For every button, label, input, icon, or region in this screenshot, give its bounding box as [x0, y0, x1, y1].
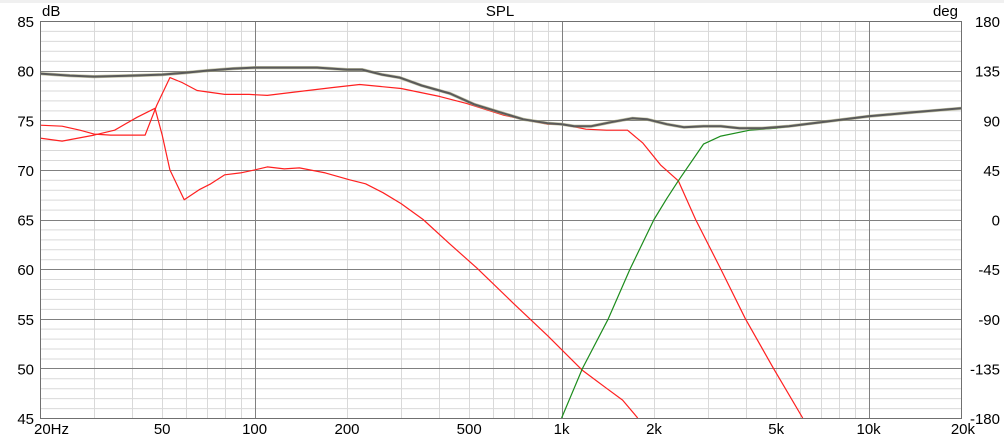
series-woofer-line [40, 77, 804, 418]
x-tick-label: 5k [768, 421, 784, 436]
top-border [0, 0, 1004, 3]
chart-y2-label: deg [933, 3, 958, 20]
y-tick-label: 75 [17, 113, 34, 130]
series-sum-line [40, 66, 961, 130]
series-tweeter-line [561, 107, 961, 418]
y2-tick-label: -90 [978, 312, 1000, 329]
y2-tick-label: 180 [975, 14, 1000, 31]
y2-tick-label: 90 [983, 113, 1000, 130]
y-tick-label: 45 [17, 411, 34, 428]
y2-tick-label: 135 [975, 64, 1000, 81]
y-tick-label: 85 [17, 14, 34, 31]
y2-tick-label: -135 [970, 361, 1000, 378]
plot-frame [40, 21, 962, 419]
x-axis-ticks: 20Hz 50 100 200 500 1k 2k 5k 10k 20k [34, 421, 975, 436]
x-tick-label: 10k [856, 421, 881, 436]
curves [40, 66, 961, 418]
y2-axis-ticks: 180 135 90 45 0 -45 -90 -135 -180 [970, 14, 1000, 428]
y-tick-label: 50 [17, 361, 34, 378]
y2-tick-label: -45 [978, 262, 1000, 279]
y-tick-label: 70 [17, 163, 34, 180]
y-tick-label: 55 [17, 312, 34, 329]
x-tick-label: 2k [646, 421, 662, 436]
x-tick-label: 20k [951, 421, 976, 436]
y2-tick-label: 45 [983, 163, 1000, 180]
y-axis-ticks: 85 80 75 70 65 60 55 50 45 [17, 14, 34, 428]
chart-title: SPL [486, 3, 514, 20]
x-tick-label: 20Hz [34, 421, 69, 436]
y2-tick-label: -180 [970, 411, 1000, 428]
y2-tick-label: 0 [992, 213, 1000, 230]
x-tick-label: 100 [242, 421, 267, 436]
x-tick-label: 200 [334, 421, 359, 436]
y-tick-label: 80 [17, 64, 34, 81]
y-tick-label: 60 [17, 262, 34, 279]
y-tick-label: 65 [17, 213, 34, 230]
series-sum-halo [40, 66, 961, 130]
x-tick-label: 500 [457, 421, 482, 436]
x-tick-label: 50 [154, 421, 171, 436]
chart-title-y-label: dB [42, 3, 60, 20]
x-tick-label: 1k [554, 421, 570, 436]
